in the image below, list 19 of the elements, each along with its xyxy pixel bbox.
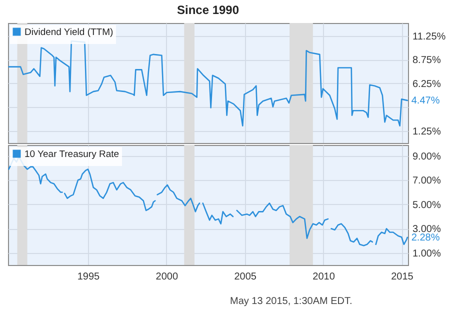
annotation: 2.28% <box>411 232 440 244</box>
x-tick-label: 2005 <box>234 272 257 282</box>
y-tick-label: 11.25% <box>412 31 446 42</box>
y-tick-label: 1.25% <box>412 126 441 138</box>
legend-label: 10 Year Treasury Rate <box>24 148 120 160</box>
annotation: 4.47% <box>411 95 440 106</box>
x-tick-label: 2015 <box>391 272 414 282</box>
chart-title: Since 1990 <box>176 3 240 17</box>
x-tick-label: 2000 <box>156 272 178 282</box>
legend-label: Dividend Yield (TTM) <box>24 26 114 38</box>
y-tick-label: 7.00% <box>412 176 441 187</box>
y-tick-label: 8.75% <box>412 55 441 66</box>
y-tick-label: 6.25% <box>412 78 441 90</box>
x-tick-label: 1995 <box>77 272 100 282</box>
y-tick-label: 5.00% <box>412 200 441 211</box>
text: May 13 2015, 1:30AM EDT. <box>230 296 352 307</box>
x-tick-label: 2010 <box>312 272 336 282</box>
y-tick-label: 9.00% <box>412 151 441 162</box>
y-tick-label: 1.00% <box>412 248 441 260</box>
